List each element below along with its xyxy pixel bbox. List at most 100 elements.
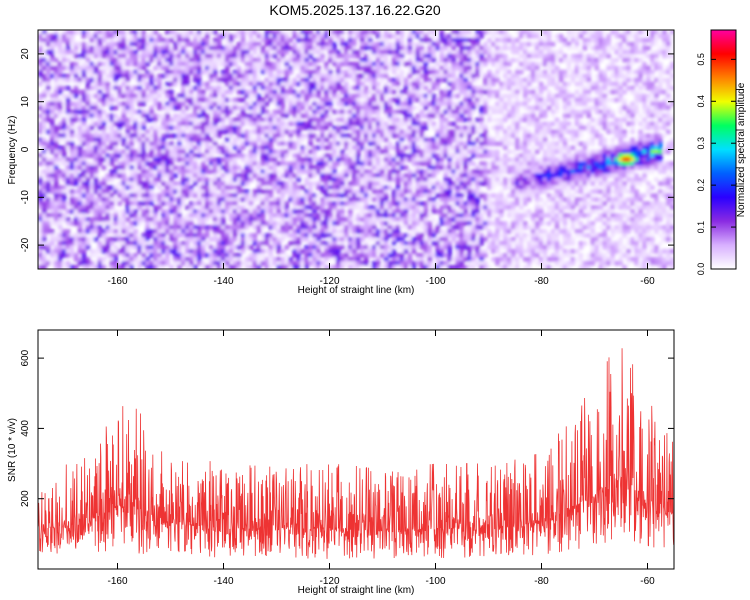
heatmap-cell — [73, 149, 79, 155]
heatmap-cell — [57, 61, 63, 67]
heatmap-cell — [471, 121, 476, 127]
heatmap-cell — [356, 109, 361, 115]
heatmap-cell — [566, 45, 572, 51]
heatmap-cell — [129, 113, 135, 119]
heatmap-cell — [65, 141, 71, 147]
heatmap-cell — [618, 45, 623, 51]
heatmap-cell — [173, 45, 178, 51]
heatmap-cell — [109, 145, 115, 151]
heatmap-cell — [638, 37, 643, 43]
heatmap-cell — [562, 145, 568, 151]
heatmap-cell — [38, 45, 43, 51]
heatmap-cell — [77, 177, 83, 182]
heatmap-cell — [193, 97, 198, 103]
heatmap-cell — [328, 141, 333, 147]
heatmap-cell — [320, 45, 325, 51]
heatmap-cell — [41, 169, 47, 174]
heatmap-cell — [554, 53, 560, 59]
heatmap-cell — [240, 153, 246, 159]
heatmap-cell — [141, 113, 146, 119]
heatmap-cell — [244, 89, 250, 95]
heatmap-cell — [204, 181, 210, 186]
heatmap-cell — [495, 129, 500, 135]
heatmap-cell — [507, 77, 512, 83]
heatmap-cell — [479, 89, 484, 95]
heatmap-cell — [260, 157, 266, 163]
heatmap-cell — [204, 33, 210, 39]
heatmap-cell — [367, 65, 373, 71]
heatmap-cell — [658, 105, 663, 111]
heatmap-cell — [105, 61, 111, 67]
heatmap-cell — [574, 157, 580, 163]
heatmap-cell — [197, 30, 202, 35]
heatmap-cell — [387, 113, 393, 119]
heatmap-cell — [149, 53, 154, 59]
heatmap-cell — [598, 149, 604, 155]
heatmap-cell — [45, 113, 51, 119]
heatmap-cell — [49, 45, 55, 51]
heatmap-cell — [654, 165, 659, 171]
heatmap-cell — [638, 85, 643, 91]
heatmap-cell — [391, 97, 397, 103]
heatmap-cell — [77, 89, 83, 95]
heatmap-cell — [336, 133, 341, 139]
heatmap-cell — [503, 37, 508, 43]
heatmap-cell — [630, 105, 635, 111]
heatmap-cell — [260, 105, 266, 111]
heatmap-cell — [81, 129, 87, 135]
heatmap-cell — [455, 165, 460, 171]
heatmap-cell — [411, 141, 417, 147]
heatmap-cell — [344, 137, 349, 143]
heatmap-cell — [499, 30, 504, 35]
heatmap-cell — [204, 69, 210, 75]
heatmap-cell — [363, 30, 369, 35]
heatmap-cell — [662, 133, 667, 139]
heatmap-cell — [57, 145, 63, 151]
heatmap-cell — [582, 141, 588, 147]
heatmap-cell — [566, 121, 572, 127]
heatmap-cell — [387, 89, 393, 95]
heatmap-cell — [447, 121, 453, 127]
heatmap-cell — [614, 69, 619, 75]
heatmap-cell — [399, 105, 405, 111]
heatmap-cell — [157, 45, 162, 51]
heatmap-cell — [328, 181, 333, 186]
heatmap-cell — [296, 30, 301, 35]
heatmap-cell — [133, 109, 138, 115]
heatmap-cell — [395, 97, 401, 103]
heatmap-cell — [511, 89, 516, 95]
heatmap-cell — [383, 41, 389, 47]
heatmap-cell — [157, 177, 162, 182]
heatmap-cell — [252, 37, 258, 43]
heatmap-cell — [232, 57, 238, 63]
heatmap-cell — [530, 73, 536, 79]
heatmap-cell — [272, 153, 278, 159]
heatmap-cell — [117, 49, 123, 55]
heatmap-cell — [224, 117, 230, 123]
heatmap-cell — [276, 77, 282, 83]
heatmap-cell — [650, 137, 655, 143]
heatmap-cell — [383, 53, 389, 59]
heatmap-cell — [375, 149, 381, 155]
heatmap-cell — [538, 133, 544, 139]
heatmap-cell — [316, 109, 321, 115]
heatmap-cell — [89, 53, 95, 59]
heatmap-cell — [348, 45, 353, 51]
heatmap-cell — [618, 41, 623, 47]
heatmap-cell — [228, 73, 234, 79]
heatmap-cell — [216, 177, 222, 182]
heatmap-cell — [61, 173, 67, 178]
heatmap-cell — [324, 137, 329, 143]
heatmap-cell — [399, 165, 405, 171]
heatmap-cell — [435, 77, 441, 83]
heatmap-cell — [451, 165, 456, 171]
heatmap-cell — [161, 149, 166, 155]
heatmap-cell — [371, 157, 377, 163]
heatmap-cell — [45, 33, 51, 39]
heatmap-cell — [117, 37, 123, 43]
heatmap-cell — [391, 45, 397, 51]
heatmap-cell — [526, 81, 532, 87]
heatmap-cell — [558, 177, 564, 182]
heatmap-cell — [316, 93, 321, 99]
heatmap-cell — [272, 125, 278, 131]
